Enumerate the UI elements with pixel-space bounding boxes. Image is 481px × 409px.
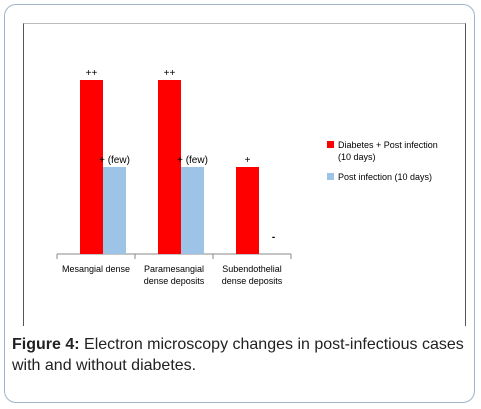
data-label: ++ (86, 68, 98, 79)
x-tick-label: dense deposits (222, 276, 283, 286)
legend-label: (10 days) (338, 152, 376, 162)
caption-text: Electron microscopy changes in post-infe… (12, 336, 464, 374)
x-tick-label: Subendothelial (222, 264, 282, 274)
bar (158, 80, 181, 254)
data-label: - (272, 232, 275, 243)
x-tick-label: Paramesangial (144, 264, 204, 274)
legend-swatch (327, 173, 334, 180)
figure-caption: Figure 4: Electron microscopy changes in… (12, 334, 472, 376)
legend-label: Post infection (10 days) (338, 172, 432, 182)
legend-label: Diabetes + Post infection (338, 140, 438, 150)
bar (103, 167, 126, 254)
legend-swatch (327, 141, 334, 148)
x-tick-label: dense deposits (144, 276, 205, 286)
data-label: + (245, 155, 251, 166)
caption-label: Figure 4: (12, 336, 80, 353)
bar (181, 167, 204, 254)
data-label: + (few) (99, 155, 130, 166)
chart-frame (23, 23, 466, 326)
data-label: ++ (164, 68, 176, 79)
x-tick-label: Mesangial dense (62, 264, 130, 274)
bar (80, 80, 103, 254)
bar (236, 167, 259, 254)
data-label: + (few) (177, 155, 208, 166)
